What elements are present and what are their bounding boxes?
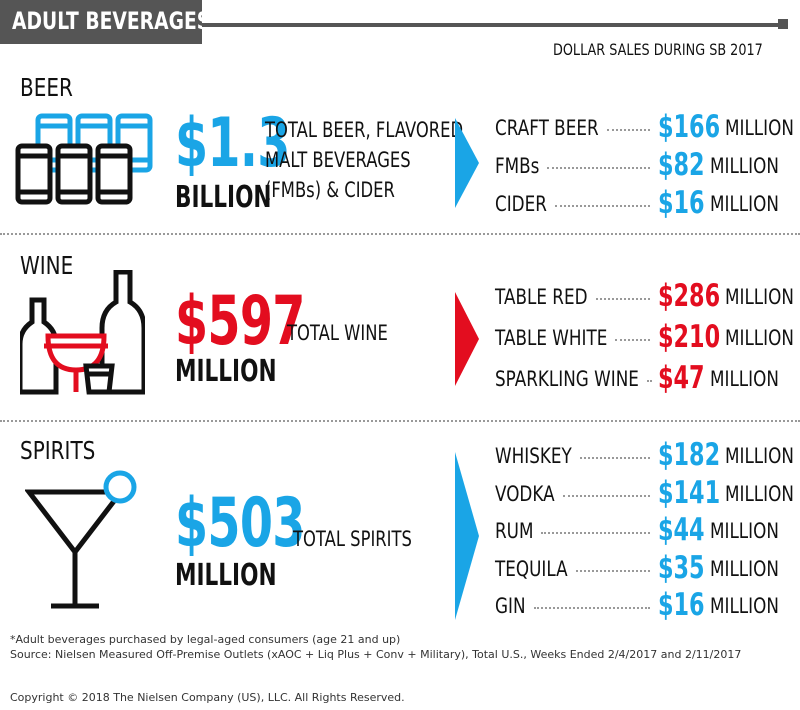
spirits-item-value: $44	[658, 512, 705, 548]
beer-cans-icon	[15, 113, 153, 205]
section-divider	[0, 233, 800, 235]
header-title-bar	[0, 0, 202, 44]
beer-chevron-right-icon	[455, 118, 479, 208]
spirits-item-label: GIN	[495, 594, 526, 618]
spirits-item-unit: MILLION	[709, 519, 779, 543]
spirits-item-value: $16	[658, 587, 705, 623]
footnote: *Adult beverages purchased by legal-aged…	[10, 633, 401, 646]
beer-description-2: MALT BEVERAGES	[265, 148, 411, 172]
spirits-item-unit: MILLION	[709, 594, 779, 618]
beer-item-value: $166	[658, 109, 721, 145]
spirits-item-unit: MILLION	[709, 556, 779, 581]
spirits-item-value: $182	[658, 437, 721, 473]
wine-item-value: $286	[658, 278, 721, 314]
beer-total-unit: BILLION	[175, 180, 272, 215]
beer-item-leader	[547, 167, 650, 169]
martini-glass-icon	[25, 470, 137, 609]
wine-item-unit: MILLION	[725, 326, 795, 350]
wine-total-value: $597	[175, 282, 305, 361]
header-subtitle: DOLLAR SALES DURING SB 2017	[553, 40, 763, 59]
beer-item-unit: MILLION	[709, 154, 779, 178]
beer-total-value: $1.3	[175, 104, 290, 183]
spirits-total-value: $503	[175, 484, 305, 563]
beer-item-label: CIDER	[495, 192, 547, 216]
spirits-item-unit: MILLION	[725, 444, 795, 468]
wine-item-leader	[595, 298, 650, 300]
beer-item-value: $16	[658, 185, 705, 221]
spirits-item-leader	[533, 607, 650, 609]
wine-item-unit: MILLION	[725, 285, 795, 309]
spirits-item-value: $35	[658, 549, 705, 586]
section-title-beer: BEER	[20, 73, 73, 102]
spirits-chevron-right-icon	[455, 452, 479, 620]
wine-description: TOTAL WINE	[287, 321, 388, 345]
spirits-item-leader	[541, 532, 650, 534]
beer-item-unit: MILLION	[709, 192, 779, 216]
wine-total-unit: MILLION	[175, 354, 277, 389]
copyright: Copyright © 2018 The Nielsen Company (US…	[10, 691, 405, 704]
spirits-item-value: $141	[658, 474, 721, 511]
section-title-spirits: SPIRITS	[20, 436, 96, 465]
spirits-item-leader	[562, 494, 650, 497]
spirits-description: TOTAL SPIRITS	[293, 527, 412, 551]
header-title: ADULT BEVERAGES*	[12, 7, 221, 35]
wine-item-value: $47	[658, 360, 705, 396]
spirits-total-unit: MILLION	[175, 558, 277, 593]
wine-item-label: TABLE RED	[495, 285, 588, 309]
wine-item-leader	[646, 380, 650, 382]
beer-item-label: CRAFT BEER	[495, 116, 599, 140]
wine-item-label: TABLE WHITE	[495, 326, 608, 350]
wine-item-value: $210	[658, 319, 721, 355]
beer-description-3: (FMBs) & CIDER	[265, 178, 395, 202]
beer-item-leader	[554, 205, 650, 207]
spirits-item-leader	[579, 457, 650, 459]
wine-item-label: SPARKLING WINE	[495, 367, 639, 391]
spirits-item-label: RUM	[495, 519, 534, 543]
wine-item-leader	[615, 339, 650, 341]
wine-chevron-right-icon	[455, 292, 479, 386]
header-rule-end	[778, 19, 788, 29]
section-divider	[0, 420, 800, 422]
beer-item-label: FMBs	[495, 154, 540, 178]
spirits-item-unit: MILLION	[725, 481, 795, 506]
source-note: Source: Nielsen Measured Off-Premise Out…	[10, 648, 742, 661]
wine-bottles-icon	[20, 270, 145, 395]
beer-item-value: $82	[658, 147, 705, 183]
beer-item-unit: MILLION	[725, 116, 795, 140]
spirits-item-label: VODKA	[495, 481, 555, 506]
beer-description-1: TOTAL BEER, FLAVORED	[265, 118, 464, 142]
beer-item-leader	[606, 129, 650, 131]
section-title-wine: WINE	[20, 251, 74, 280]
wine-item-unit: MILLION	[709, 367, 779, 391]
spirits-item-leader	[575, 569, 650, 572]
spirits-item-label: WHISKEY	[495, 444, 572, 468]
spirits-item-label: TEQUILA	[495, 556, 568, 581]
header-rule	[202, 23, 782, 27]
